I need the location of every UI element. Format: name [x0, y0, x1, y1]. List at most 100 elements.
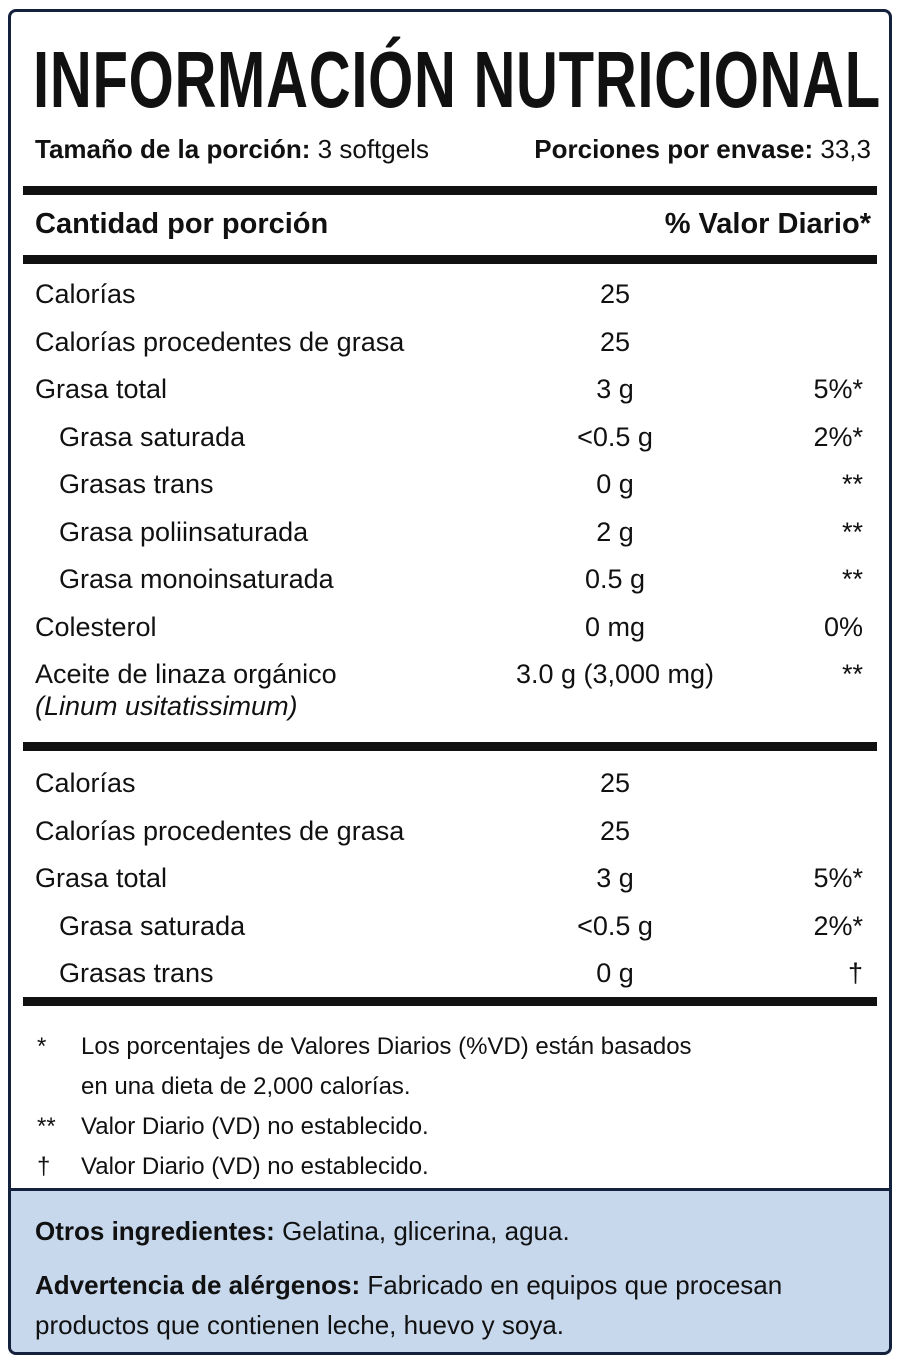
nutrient-dv: 5%*: [813, 863, 863, 893]
nutrient-row: Calorías procedentes de grasa 25: [35, 808, 871, 856]
nutrient-row: Grasa total 3 g 5%*: [35, 366, 871, 414]
dv-header: % Valor Diario*: [664, 208, 871, 240]
nutrient-amount: 2 g: [596, 516, 634, 547]
other-ingredients-text: Gelatina, glicerina, agua.: [282, 1216, 570, 1246]
nutrient-name: Grasa monoinsaturada: [35, 556, 515, 604]
nutrient-name: Colesterol: [35, 604, 515, 652]
nutrient-dv: **: [841, 469, 863, 499]
nutrient-row: Colesterol 0 mg 0%: [35, 604, 871, 652]
nutrient-dv: 2%*: [813, 910, 863, 941]
nutrient-row: Grasas trans 0 g **: [35, 461, 871, 509]
nutrient-name: Grasas trans: [35, 950, 515, 998]
nutrient-label: Calorías procedentes de grasa: [35, 326, 405, 357]
column-header: Cantidad por porción % Valor Diario*: [35, 208, 871, 241]
nutrient-row: Grasas trans 0 g †: [35, 950, 871, 998]
nutrient-label: Grasa total: [35, 863, 168, 893]
footnote-mark: **: [37, 1113, 56, 1140]
footnote: † Valor Diario (VD) no establecido.: [37, 1147, 717, 1187]
rule: [23, 742, 877, 751]
nutrient-name: Grasa saturada: [35, 903, 515, 951]
nutrient-row: Grasa total 3 g 5%*: [35, 855, 871, 903]
nutrient-row: Grasa saturada <0.5 g 2%*: [35, 414, 871, 462]
nutrient-label: Colesterol: [35, 611, 157, 642]
nutrient-row: Grasa monoinsaturada 0.5 g **: [35, 556, 871, 604]
nutrient-subtitle: (Linum usitatissimum): [35, 690, 298, 721]
other-ingredients: Otros ingredientes: Gelatina, glicerina,…: [35, 1211, 865, 1251]
nutrient-name: Grasa total: [35, 855, 515, 903]
nutrient-amount: 25: [599, 279, 631, 309]
nutrient-amount: 0 g: [596, 958, 634, 988]
other-ingredients-label: Otros ingredientes:: [35, 1216, 275, 1246]
nutrient-section: Calorías 25 Calorías procedentes de grasa 2…: [35, 271, 871, 721]
nutrient-label: Grasa poliinsaturada: [59, 516, 309, 547]
nutrient-name: Grasa total: [35, 366, 515, 414]
nutrient-amount: <0.5 g: [577, 421, 653, 452]
footnote-text: Los porcentajes de Valores Diarios (%VD)…: [81, 1033, 692, 1100]
nutrient-section: Calorías 25 Calorías procedentes de grasa 2…: [35, 760, 871, 998]
footnote-text: Valor Diario (VD) no establecido.: [81, 1153, 429, 1180]
servings-per-container: Porciones por envase: 33,3: [534, 134, 871, 165]
footnote-mark: *: [37, 1033, 47, 1060]
nutrient-row: Grasa poliinsaturada 2 g **: [35, 509, 871, 557]
rule: [23, 186, 877, 195]
nutrient-amount: 3 g: [596, 863, 634, 893]
nutrient-dv: 2%*: [813, 421, 863, 452]
nutrient-dv: **: [841, 516, 863, 547]
nutrient-amount: 0 g: [596, 469, 634, 499]
nutrient-label: Aceite de linaza orgánico: [35, 659, 337, 689]
servings-label: Porciones por envase:: [534, 134, 814, 164]
nutrient-row: Calorías 25: [35, 760, 871, 808]
nutrient-row: Aceite de linaza orgánico (Linum usitatis…: [35, 651, 871, 721]
nutrient-label: Grasas trans: [59, 469, 214, 499]
footnote: ** Valor Diario (VD) no establecido.: [37, 1107, 717, 1147]
nutrient-row: Calorías 25: [35, 271, 871, 319]
rule: [23, 997, 877, 1006]
ingredients-box: Otros ingredientes: Gelatina, glicerina,…: [11, 1188, 889, 1352]
footnote: * Los porcentajes de Valores Diarios (%VD…: [37, 1027, 717, 1107]
nutrient-amount: 0 mg: [584, 611, 646, 642]
nutrient-name: Grasas trans: [35, 461, 515, 509]
nutrient-amount: 25: [599, 768, 631, 798]
allergen-text: Fabricado en equipos que procesan produc…: [35, 1270, 783, 1340]
nutrient-name: Calorías procedentes de grasa: [35, 319, 515, 367]
nutrient-name: Aceite de linaza orgánico (Linum usitatis…: [35, 651, 515, 721]
title: INFORMACIÓN NUTRICIONAL: [33, 35, 881, 124]
nutrition-label: INFORMACIÓN NUTRICIONAL Tamaño de la por…: [8, 9, 892, 1355]
footnote-mark: †: [37, 1153, 51, 1180]
nutrient-row: Grasa saturada <0.5 g 2%*: [35, 903, 871, 951]
serving-size-label: Tamaño de la porción:: [35, 134, 311, 164]
nutrient-label: Grasa saturada: [59, 910, 246, 941]
nutrient-label: Grasa total: [35, 374, 168, 404]
nutrient-dv: 0%: [823, 611, 863, 642]
nutrient-dv: †: [847, 958, 863, 988]
nutrient-amount: 0.5 g: [584, 564, 646, 594]
nutrient-dv: **: [841, 659, 863, 689]
nutrient-label: Calorías: [35, 768, 136, 798]
nutrient-name: Calorías procedentes de grasa: [35, 808, 515, 856]
nutrient-amount: <0.5 g: [577, 910, 653, 941]
nutrient-name: Calorías: [35, 271, 515, 319]
nutrient-dv: 5%*: [813, 374, 863, 404]
nutrient-label: Grasas trans: [59, 958, 214, 988]
amount-header: Cantidad por porción: [35, 208, 329, 240]
servings-value: 33,3: [820, 134, 871, 164]
serving-info: Tamaño de la porción: 3 softgels Porcion…: [35, 134, 871, 165]
allergen-warning: Advertencia de alérgenos: Fabricado en e…: [35, 1265, 865, 1345]
nutrient-name: Grasa saturada: [35, 414, 515, 462]
nutrient-amount: 25: [599, 326, 631, 357]
nutrient-name: Calorías: [35, 760, 515, 808]
nutrient-row: Calorías procedentes de grasa 25: [35, 319, 871, 367]
nutrient-amount: 25: [599, 815, 631, 846]
nutrient-label: Calorías: [35, 279, 136, 309]
footnote-text: Valor Diario (VD) no establecido.: [81, 1113, 429, 1140]
nutrient-amount: 3 g: [596, 374, 634, 404]
footnotes: * Los porcentajes de Valores Diarios (%VD…: [37, 1027, 717, 1187]
nutrient-amount: 3.0 g (3,000 mg): [515, 659, 715, 689]
nutrient-label: Grasa saturada: [59, 421, 246, 452]
rule: [23, 255, 877, 264]
nutrient-label: Grasa monoinsaturada: [59, 564, 334, 594]
nutrient-name: Grasa poliinsaturada: [35, 509, 515, 557]
nutrient-label: Calorías procedentes de grasa: [35, 815, 405, 846]
serving-size-value: 3 softgels: [317, 134, 429, 164]
